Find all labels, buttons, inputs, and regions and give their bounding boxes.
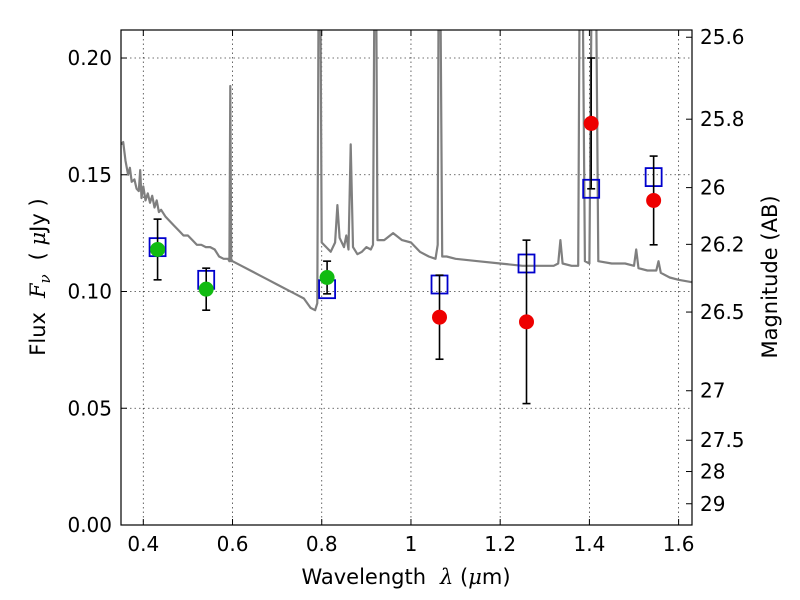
x-tick-label: 0.4 — [127, 532, 159, 556]
y-axis-unit-rest: Jy ) — [26, 198, 50, 234]
y2-tick-label: 29 — [700, 492, 725, 516]
y2-tick-label: 25.6 — [700, 25, 745, 49]
y-tick-label: 0.20 — [67, 46, 112, 70]
observed-point-marker — [432, 309, 448, 325]
x-axis-title: Wavelength λ (μm) — [301, 565, 510, 589]
observed-point-marker — [319, 270, 335, 285]
y-axis-unit-open: ( — [26, 245, 50, 260]
y2-axis-title: Magnitude (AB) — [758, 195, 782, 358]
y2-tick-label: 25.8 — [700, 107, 745, 131]
x-axis-label-text: Wavelength — [301, 565, 426, 589]
observed-point-marker — [583, 115, 599, 131]
y-tick-label: 0.15 — [67, 163, 112, 187]
observed-point-marker — [150, 241, 166, 257]
y-tick-label: 0.00 — [67, 513, 112, 537]
x-axis-unit-symbol: μ — [468, 565, 482, 589]
y-axis-title: Flux Fν ( μJy ) — [26, 198, 54, 355]
y-axis-subscript: ν — [36, 274, 54, 283]
x-tick-label: 0.8 — [306, 532, 338, 556]
grid-lines — [121, 30, 692, 525]
x-axis-unit-open: ( — [453, 565, 468, 589]
x-axis-unit-rest: m) — [482, 565, 511, 589]
axes: 0.4 0.6 0.8 1 1.2 1.4 1.6 0.00 0.05 0.10 0.15 0.20 2… — [67, 25, 744, 556]
x-tick-label: 1 — [405, 532, 418, 556]
x-tick-label: 0.6 — [217, 532, 249, 556]
y-axis-label-text: Flux — [26, 312, 50, 356]
y2-tick-label: 28 — [700, 460, 725, 484]
y-tick-label: 0.05 — [67, 396, 112, 420]
x-tick-label: 1.6 — [663, 532, 695, 556]
y2-tick-label: 27.5 — [700, 428, 745, 452]
x-axis-symbol: λ — [439, 565, 453, 589]
y-tick-label: 0.10 — [67, 280, 112, 304]
y2-tick-label: 26 — [700, 176, 725, 200]
observed-point-marker — [646, 192, 662, 208]
x-tick-label: 1.4 — [573, 532, 605, 556]
x-tick-label: 1.2 — [484, 532, 516, 556]
plot-frame — [120, 29, 693, 526]
y2-tick-label: 27 — [700, 379, 725, 403]
y2-tick-label: 26.5 — [700, 300, 745, 324]
y2-tick-label: 26.2 — [700, 232, 745, 256]
observed-point-marker — [198, 281, 214, 297]
y-axis-symbol: F — [26, 282, 50, 299]
plot-area — [121, 30, 692, 405]
observed-point-marker — [518, 314, 534, 330]
spectrum-line — [121, 30, 692, 312]
y-axis-unit-symbol: μ — [26, 232, 50, 246]
